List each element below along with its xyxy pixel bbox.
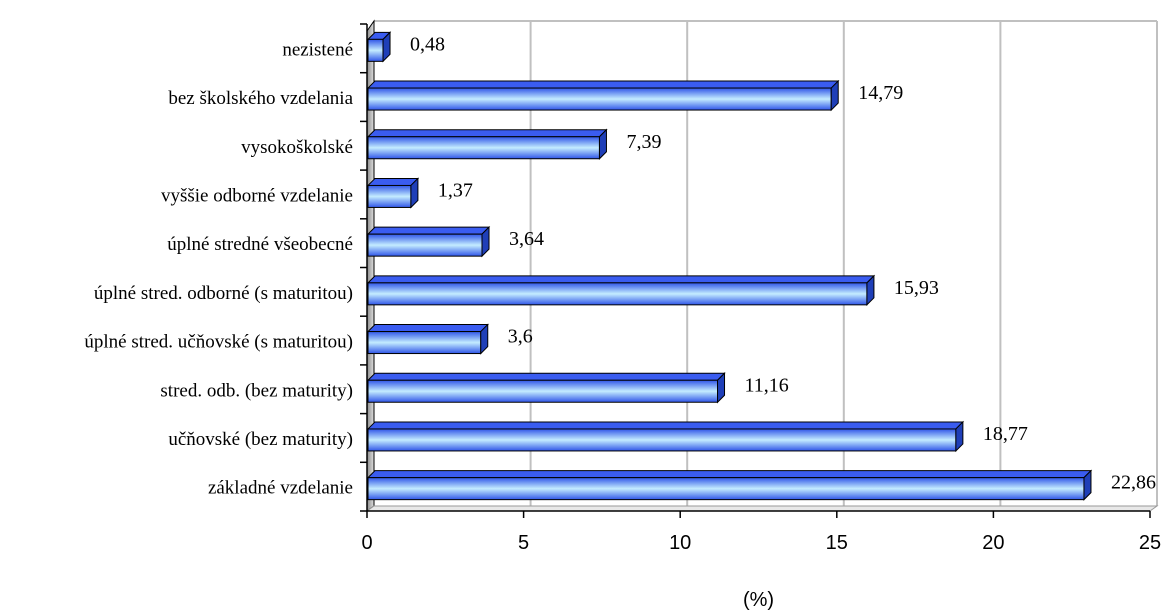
bar-front-face <box>367 136 600 160</box>
bars <box>366 31 1093 501</box>
bar-side-face <box>717 372 726 404</box>
x-tick-label: 20 <box>982 532 1004 554</box>
bar <box>366 372 726 404</box>
bar-front-face <box>367 87 832 111</box>
data-label: 22,86 <box>1111 472 1156 494</box>
bar-front-face <box>367 331 482 355</box>
x-tick-label: 15 <box>826 532 848 554</box>
bar-side-face <box>410 177 419 209</box>
bar-top-face <box>366 80 840 89</box>
bar-top-face <box>366 324 489 333</box>
bar <box>366 420 965 453</box>
x-tick-label: 0 <box>361 532 372 554</box>
bar-front-face <box>367 38 384 62</box>
bar-front-face <box>367 282 868 306</box>
bar <box>366 31 392 63</box>
bar-side-face <box>830 79 839 112</box>
bar-side-face <box>1083 469 1092 501</box>
bar <box>366 177 420 209</box>
bar-top-face <box>366 372 726 381</box>
category-label: základné vzdelanie <box>208 478 353 499</box>
data-label: 15,93 <box>894 277 939 299</box>
x-tick-label: 5 <box>518 532 529 554</box>
data-label: 11,16 <box>745 374 789 396</box>
x-tick-label: 10 <box>669 532 691 554</box>
category-label: stred. odb. (bez maturity) <box>160 380 353 401</box>
data-label: 1,37 <box>438 179 473 201</box>
bar <box>366 274 876 307</box>
category-label: bez školského vzdelania <box>168 88 353 109</box>
bar <box>366 469 1093 501</box>
bar-front-face <box>367 428 957 452</box>
bar-front-face <box>367 184 412 208</box>
bar-top-face <box>366 177 420 186</box>
x-tick-label: 25 <box>1139 532 1161 554</box>
data-label: 0,48 <box>410 33 445 55</box>
bar-side-face <box>480 323 489 355</box>
bar-top-face <box>366 275 876 284</box>
data-label: 18,77 <box>983 423 1028 445</box>
category-label: úplné stred. odborné (s maturitou) <box>94 283 353 304</box>
bar-top-face <box>366 129 608 138</box>
labels: 0 5 10 15 20 25 nezistené 0,48 bez školského vzd… <box>84 33 1161 554</box>
x-axis-title: (%) <box>743 589 774 611</box>
category-label: vyššie odborné vzdelanie <box>161 185 353 206</box>
data-label: 14,79 <box>858 82 903 104</box>
bar <box>366 79 840 112</box>
bar-side-face <box>598 128 607 160</box>
bar-front-face <box>367 233 483 257</box>
bar-front-face <box>367 379 719 403</box>
data-label: 7,39 <box>626 131 661 153</box>
category-label: úplné stredné všeobecné <box>167 234 353 255</box>
axes <box>360 19 1159 518</box>
bar-side-face <box>382 31 391 63</box>
bar-top-face <box>366 421 965 430</box>
bar-side-face <box>866 274 875 307</box>
category-label: vysokoškolské <box>241 137 353 158</box>
data-label: 3,6 <box>508 326 533 348</box>
category-label: úplné stred. učňovské (s maturitou) <box>84 332 353 353</box>
data-label: 3,64 <box>509 228 544 250</box>
bar <box>366 225 491 258</box>
bar <box>366 323 489 355</box>
bar-top-face <box>366 226 491 235</box>
bar-front-face <box>367 477 1085 501</box>
bar-top-face <box>366 470 1093 479</box>
category-label: nezistené <box>282 39 353 60</box>
bar-side-face <box>481 225 490 258</box>
category-label: učňovské (bez maturity) <box>168 429 353 450</box>
bar <box>366 128 608 160</box>
bar-side-face <box>955 420 964 453</box>
